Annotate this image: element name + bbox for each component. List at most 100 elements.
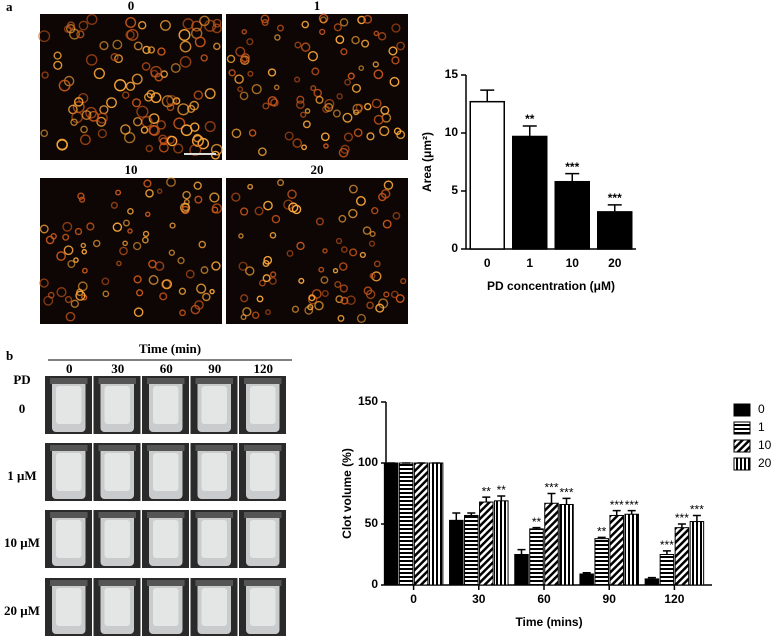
cell (400, 278, 407, 285)
vial-highlight (104, 453, 130, 491)
cell (283, 199, 294, 210)
micrograph-label: 10 (125, 162, 138, 177)
cell (270, 98, 279, 107)
cell (242, 307, 252, 317)
cell (380, 105, 390, 115)
pd-row-label: 10 μM (4, 535, 40, 550)
cell (40, 129, 49, 138)
y-tick-label: 10 (445, 125, 459, 139)
time-column-label: 90 (208, 361, 221, 376)
bar (597, 211, 633, 250)
cell (125, 17, 137, 29)
cell (127, 207, 134, 215)
legend-swatch (733, 421, 751, 435)
y-axis-label: Clot volume (%) (340, 448, 354, 539)
cell (92, 239, 101, 248)
cell (212, 23, 222, 34)
cell (142, 230, 150, 238)
cell (238, 261, 248, 271)
cell (320, 132, 330, 142)
cell (63, 245, 74, 256)
cell (339, 284, 348, 293)
cell (294, 41, 302, 49)
cell (179, 202, 191, 213)
cell (298, 277, 305, 284)
cell (267, 68, 277, 77)
significance-label: *** (559, 486, 573, 500)
cell (45, 235, 55, 245)
micrograph-bg (40, 14, 222, 160)
bar (689, 521, 705, 586)
cell (74, 227, 83, 236)
cell (226, 54, 236, 64)
cell (359, 251, 366, 259)
vial-rim (98, 445, 136, 451)
cell (159, 19, 171, 31)
cell (177, 103, 190, 116)
cell (186, 104, 196, 113)
cell (315, 95, 324, 104)
vial-rim (98, 512, 136, 518)
cell (241, 28, 248, 35)
cell (179, 56, 192, 68)
error-bar (612, 509, 621, 516)
cell (211, 261, 221, 271)
significance-label: *** (544, 481, 558, 495)
vial-photo (45, 510, 92, 568)
x-tick-label: 0 (410, 592, 417, 606)
cell (110, 201, 118, 209)
cell (377, 32, 387, 41)
cell (301, 20, 310, 29)
cell (383, 180, 394, 190)
cell (268, 277, 277, 285)
cell (39, 278, 49, 288)
cell (389, 76, 400, 87)
significance-label: ** (597, 525, 607, 539)
cell (77, 192, 85, 200)
vial-photo (142, 376, 189, 434)
error-bar (677, 523, 686, 528)
cell (315, 217, 324, 226)
cell (245, 266, 255, 276)
vial-highlight (56, 588, 82, 626)
cell (38, 30, 51, 43)
cell (81, 267, 88, 274)
cell (122, 240, 128, 247)
cell (196, 283, 207, 294)
cell (237, 86, 244, 93)
time-column-label: 0 (66, 361, 73, 376)
cell (99, 41, 109, 51)
cell (213, 42, 221, 51)
cell (251, 84, 262, 95)
panel-label: b (6, 348, 13, 363)
y-tick-label: 0 (371, 577, 378, 591)
significance-label: ** (525, 112, 535, 126)
cell (124, 131, 136, 144)
x-tick-label: 60 (537, 592, 551, 606)
time-column-label: 60 (160, 361, 173, 376)
cell (114, 54, 123, 64)
cell (337, 314, 345, 322)
cell (324, 102, 334, 112)
cell (41, 71, 49, 79)
significance-label: ** (482, 484, 492, 498)
vial-highlight (104, 520, 130, 558)
cell (391, 23, 401, 33)
cell (170, 63, 181, 73)
error-bar (607, 204, 622, 212)
cell (246, 38, 254, 46)
pd-header: PD (13, 372, 30, 387)
cell (73, 97, 84, 107)
vial-highlight (56, 386, 82, 424)
cell (212, 18, 222, 28)
panel-label: a (6, 0, 13, 14)
cell (136, 105, 149, 118)
cell (86, 222, 95, 231)
cell (200, 266, 209, 275)
vial-photo (45, 443, 92, 501)
cell (292, 138, 303, 148)
cell (81, 248, 88, 255)
cell (53, 51, 62, 60)
cell (194, 195, 203, 204)
